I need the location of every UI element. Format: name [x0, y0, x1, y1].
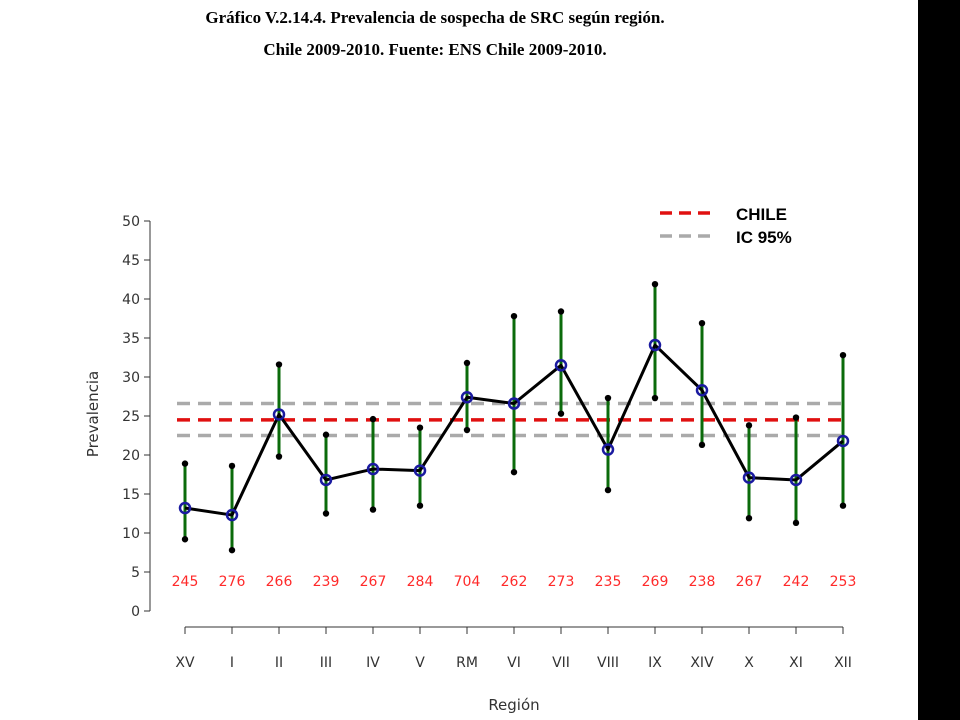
error-bar-cap-high: [228, 462, 236, 470]
figure-caption-line1: Gráfico V.2.14.4. Prevalencia de sospech…: [205, 8, 665, 27]
error-bar-cap-low: [557, 410, 565, 417]
x-tick-label: XI: [789, 655, 803, 671]
error-bar-cap-high: [275, 361, 283, 368]
sample-size-label: 239: [313, 574, 340, 590]
data-point: [319, 473, 333, 487]
error-bar-cap-low: [745, 514, 753, 522]
sample-size-label: 273: [548, 574, 575, 590]
y-tick-label: 10: [122, 526, 140, 542]
data-point: [554, 359, 568, 372]
error-bar-cap-low: [698, 441, 706, 449]
x-tick-label: XV: [175, 655, 195, 671]
right-black-bar: [918, 0, 960, 720]
x-tick-label: IV: [366, 655, 380, 671]
data-point: [742, 471, 756, 484]
sample-size-label: 262: [501, 574, 528, 590]
x-tick-label: X: [744, 655, 754, 671]
error-bar-cap-low: [510, 468, 518, 476]
data-point: [601, 443, 615, 456]
error-bar-cap-low: [604, 486, 612, 494]
data-point: [413, 464, 427, 477]
y-tick-label: 50: [122, 214, 140, 230]
sample-size-label: 253: [830, 574, 857, 590]
error-bar-cap-low: [322, 510, 330, 517]
sample-size-label: 704: [454, 574, 481, 590]
data-point: [225, 508, 239, 522]
data-point: [507, 397, 521, 410]
error-bar-cap-high: [839, 351, 847, 359]
prevalence-series-line: [184, 343, 844, 517]
sample-size-label: 235: [595, 574, 622, 590]
error-bar-cap-low: [275, 453, 283, 460]
x-tick-label: VI: [507, 655, 521, 671]
sample-size-label: 238: [689, 574, 716, 590]
y-tick-label: 45: [122, 253, 140, 269]
error-bar-cap-low: [228, 546, 236, 554]
sample-size-label: 267: [360, 574, 387, 590]
error-bar-cap-high: [181, 460, 189, 467]
data-point: [789, 473, 803, 487]
x-tick-label: VIII: [597, 655, 619, 671]
sample-size-label: 284: [407, 574, 434, 590]
data-point: [648, 338, 662, 352]
y-axis-title: Prevalencia: [84, 371, 102, 457]
sample-size-label: 267: [736, 574, 763, 590]
x-tick-label: RM: [456, 655, 478, 671]
error-bar-cap-high: [322, 431, 330, 438]
x-tick-label: III: [320, 655, 332, 671]
x-axis-title: Región: [488, 696, 539, 714]
sample-size-label: 269: [642, 574, 669, 590]
x-tick-label: V: [415, 655, 425, 671]
error-bar-cap-high: [698, 319, 706, 327]
error-bar-cap-high: [416, 424, 424, 431]
data-point: [272, 408, 286, 421]
error-bar-cap-high: [651, 280, 659, 288]
error-bar-cap-low: [651, 394, 659, 402]
y-tick-label: 0: [131, 604, 140, 620]
y-tick-label: 40: [122, 292, 140, 308]
error-bar-cap-high: [604, 394, 612, 402]
error-bar-cap-low: [463, 426, 471, 434]
error-bar-cap-high: [745, 422, 753, 429]
x-tick-label: I: [230, 655, 234, 671]
error-bar-cap-high: [792, 414, 800, 421]
y-tick-label: 5: [131, 565, 140, 581]
data-point: [178, 501, 192, 515]
x-tick-label: II: [275, 655, 283, 671]
y-tick-label: 35: [122, 331, 140, 347]
sample-size-label: 245: [172, 574, 199, 590]
x-tick-label: IX: [648, 655, 662, 671]
legend-label: CHILE: [736, 205, 787, 224]
y-tick-label: 15: [122, 487, 140, 503]
data-point: [695, 384, 709, 397]
error-bar-cap-high: [557, 308, 565, 315]
y-tick-label: 30: [122, 370, 140, 386]
error-bar-cap-high: [369, 415, 377, 423]
x-tick-label: VII: [552, 655, 570, 671]
data-point: [836, 434, 850, 448]
error-bar-cap-low: [181, 536, 189, 543]
sample-size-label: 266: [266, 574, 293, 590]
data-point: [366, 462, 380, 476]
error-bar-cap-high: [510, 312, 518, 320]
error-bar-cap-high: [463, 359, 471, 367]
error-bar-cap-low: [792, 519, 800, 527]
y-tick-label: 20: [122, 448, 140, 464]
error-bar-cap-low: [416, 502, 424, 509]
slide: Gráfico V.2.14.4. Prevalencia de sospech…: [84, 8, 857, 714]
sample-size-label: 242: [783, 574, 810, 590]
x-tick-label: XII: [834, 655, 852, 671]
figure-caption-line2: Chile 2009-2010. Fuente: ENS Chile 2009-…: [263, 40, 607, 59]
sample-size-label: 276: [219, 574, 246, 590]
y-tick-label: 25: [122, 409, 140, 425]
x-tick-label: XIV: [690, 655, 714, 671]
error-bar-cap-low: [369, 506, 377, 513]
legend-label: IC 95%: [736, 228, 792, 247]
error-bar-cap-low: [839, 502, 847, 509]
data-point: [460, 391, 474, 404]
